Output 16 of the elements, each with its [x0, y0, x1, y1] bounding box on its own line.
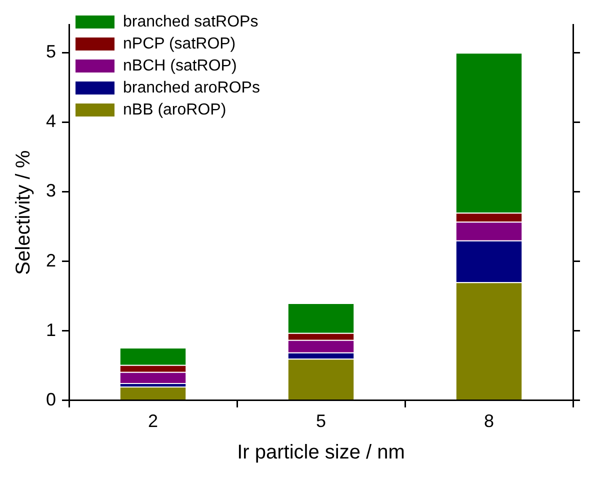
y-tick-label: 5	[46, 42, 56, 62]
legend-label: branched aroROPs	[123, 79, 260, 96]
legend-label: nPCP (satROP)	[123, 35, 236, 52]
y-tick-label: 0	[46, 389, 56, 410]
x-tick-label: 5	[316, 411, 326, 432]
legend-label: branched satROPs	[123, 13, 258, 30]
legend-label: nBCH (satROP)	[123, 57, 237, 74]
y-tick-label: 3	[46, 180, 56, 201]
legend-label: nBB (aroROP)	[123, 101, 226, 118]
x-tick-label: 8	[484, 411, 494, 432]
y-axis-title: Selectivity / %	[12, 150, 35, 275]
y-tick-label: 1	[46, 320, 56, 340]
x-tick-label: 2	[148, 411, 158, 432]
x-axis-title: Ir particle size / nm	[237, 442, 405, 464]
y-tick-label: 4	[46, 111, 56, 132]
y-tick-label: 2	[46, 250, 56, 270]
